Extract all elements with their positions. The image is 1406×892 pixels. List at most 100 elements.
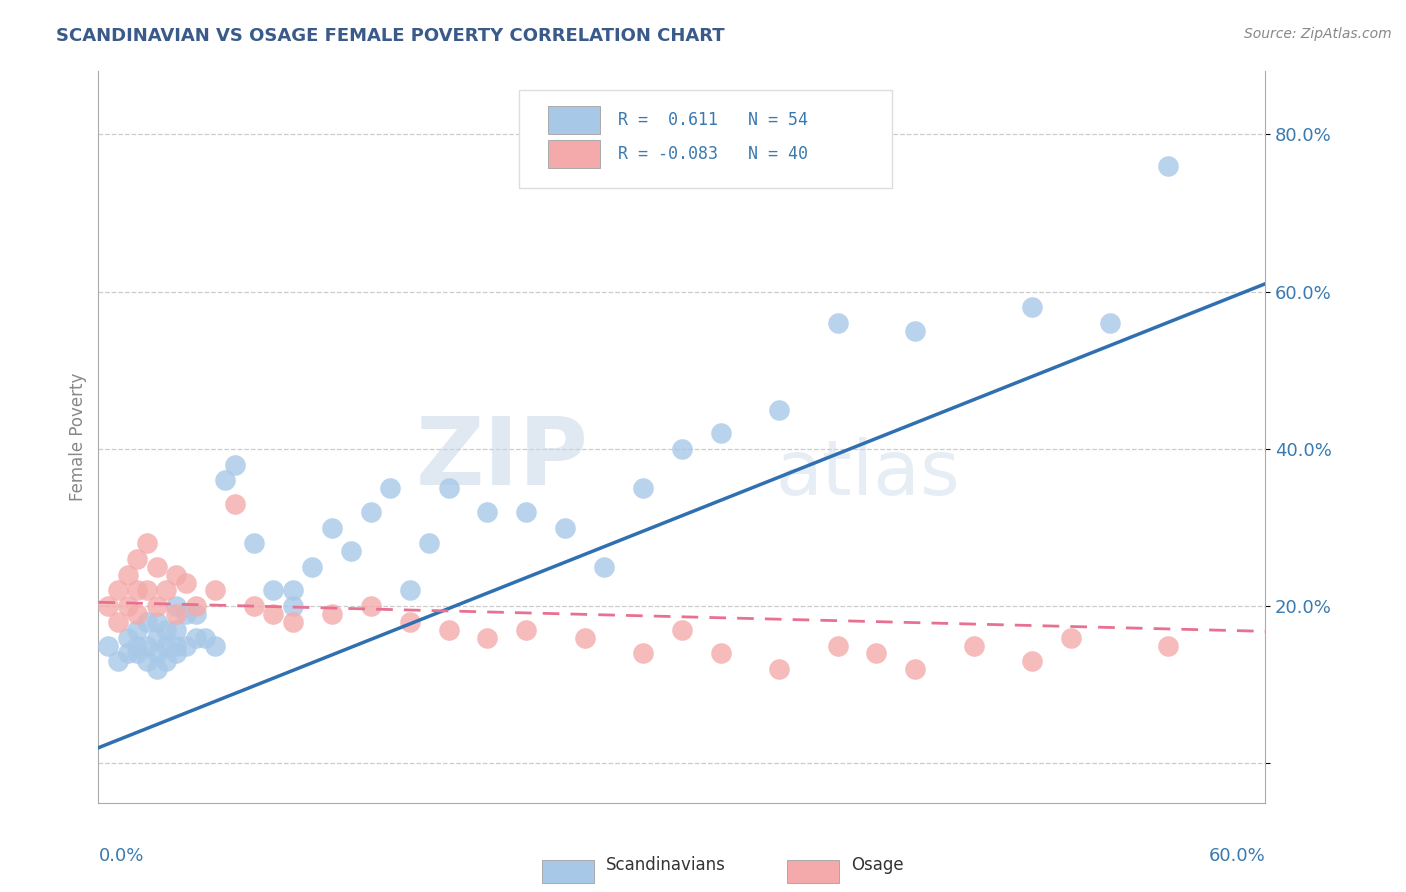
Point — [146, 662, 169, 676]
Point — [136, 583, 159, 598]
Text: R = -0.083   N = 40: R = -0.083 N = 40 — [617, 145, 807, 163]
Text: atlas: atlas — [775, 437, 960, 510]
Point — [1157, 639, 1180, 653]
Point — [904, 324, 927, 338]
Point — [184, 631, 207, 645]
Point — [554, 520, 576, 534]
Point — [631, 646, 654, 660]
Point — [671, 442, 693, 456]
Point — [155, 654, 177, 668]
Point — [340, 544, 363, 558]
Point — [301, 559, 323, 574]
Point — [155, 639, 177, 653]
Point — [174, 639, 197, 653]
Point — [184, 599, 207, 614]
Point — [194, 631, 217, 645]
Point — [146, 631, 169, 645]
Point — [554, 520, 576, 534]
Point — [146, 646, 169, 660]
Point — [827, 639, 849, 653]
Point — [380, 481, 402, 495]
Point — [360, 505, 382, 519]
Point — [262, 583, 284, 598]
Point — [477, 631, 499, 645]
Point — [136, 615, 159, 629]
Point — [174, 575, 197, 590]
Point — [1021, 654, 1043, 668]
Point — [768, 662, 790, 676]
Point — [1157, 159, 1180, 173]
Point — [1021, 301, 1043, 315]
Point — [184, 607, 207, 621]
Point — [398, 615, 420, 629]
Point — [184, 631, 207, 645]
Point — [865, 646, 887, 660]
Point — [146, 559, 169, 574]
Text: Osage: Osage — [851, 856, 904, 874]
Point — [136, 536, 159, 550]
Point — [214, 473, 236, 487]
Point — [437, 481, 460, 495]
Point — [281, 583, 304, 598]
Point — [97, 599, 120, 614]
Text: Source: ZipAtlas.com: Source: ZipAtlas.com — [1244, 27, 1392, 41]
Point — [281, 599, 304, 614]
Point — [224, 458, 246, 472]
Point — [631, 481, 654, 495]
Point — [174, 607, 197, 621]
Point — [827, 316, 849, 330]
Point — [165, 567, 187, 582]
Point — [136, 615, 159, 629]
Point — [768, 402, 790, 417]
Point — [127, 646, 149, 660]
Point — [321, 520, 343, 534]
Point — [437, 623, 460, 637]
Point — [904, 662, 927, 676]
Point — [127, 583, 149, 598]
Point — [155, 583, 177, 598]
Point — [1098, 316, 1121, 330]
Point — [710, 426, 733, 441]
Point — [165, 623, 187, 637]
Point — [204, 639, 226, 653]
Point — [127, 646, 149, 660]
Point — [146, 615, 169, 629]
Point — [224, 497, 246, 511]
Point — [671, 442, 693, 456]
Point — [97, 639, 120, 653]
Point — [107, 583, 129, 598]
Point — [117, 567, 139, 582]
Point — [710, 646, 733, 660]
Point — [97, 639, 120, 653]
Point — [710, 426, 733, 441]
Point — [962, 639, 984, 653]
Point — [398, 583, 420, 598]
Point — [117, 646, 139, 660]
Point — [321, 520, 343, 534]
Point — [174, 607, 197, 621]
Bar — [548, 140, 600, 168]
Point — [146, 599, 169, 614]
Point — [165, 646, 187, 660]
Point — [117, 599, 139, 614]
Point — [224, 458, 246, 472]
Point — [380, 481, 402, 495]
Point — [117, 631, 139, 645]
Point — [165, 623, 187, 637]
Point — [418, 536, 440, 550]
Point — [136, 639, 159, 653]
Point — [515, 623, 537, 637]
Point — [281, 583, 304, 598]
Point — [631, 481, 654, 495]
Point — [340, 544, 363, 558]
Point — [165, 599, 187, 614]
Point — [165, 639, 187, 653]
Point — [418, 536, 440, 550]
Point — [214, 473, 236, 487]
Point — [301, 559, 323, 574]
Point — [574, 631, 596, 645]
Point — [1021, 301, 1043, 315]
Point — [146, 631, 169, 645]
Point — [262, 607, 284, 621]
Point — [360, 505, 382, 519]
